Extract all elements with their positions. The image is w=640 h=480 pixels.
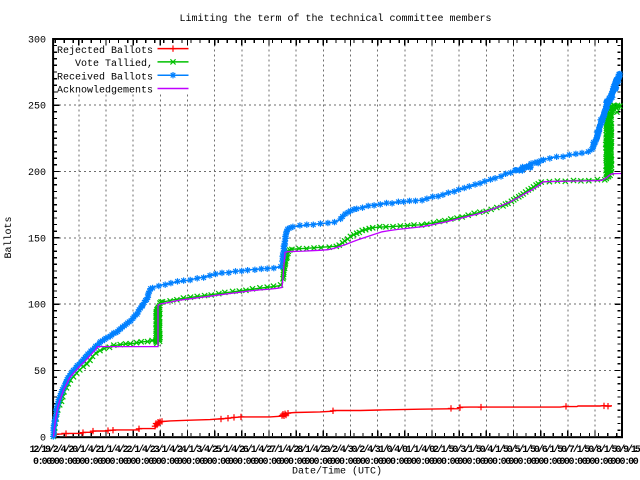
svg-text:Acknowledgements: Acknowledgements	[57, 85, 153, 97]
svg-text:250: 250	[28, 102, 46, 113]
svg-text:Vote Tallied,: Vote Tallied,	[75, 58, 153, 70]
svg-text:Limiting the term of the techn: Limiting the term of the technical commi…	[179, 13, 491, 25]
svg-text:Rejected Ballots: Rejected Ballots	[57, 45, 153, 57]
svg-text:100: 100	[28, 301, 46, 312]
svg-text:300: 300	[28, 35, 46, 46]
svg-text:0:00000:00000:00000:00000:0000: 0:00000:00000:00000:00000:00000:00000:00…	[33, 457, 639, 468]
svg-text:0: 0	[40, 433, 46, 444]
svg-text:Received Ballots: Received Ballots	[57, 71, 153, 83]
svg-text:12/19/2/4/20/1/4/21/1/4/22/1/4: 12/19/2/4/20/1/4/21/1/4/22/1/4/23/1/4/24…	[30, 444, 640, 456]
svg-text:150: 150	[28, 234, 46, 245]
svg-text:Ballots: Ballots	[3, 216, 15, 258]
svg-text:200: 200	[28, 168, 46, 179]
svg-text:Date/Time (UTC): Date/Time (UTC)	[292, 466, 382, 478]
svg-text:50: 50	[34, 367, 46, 378]
